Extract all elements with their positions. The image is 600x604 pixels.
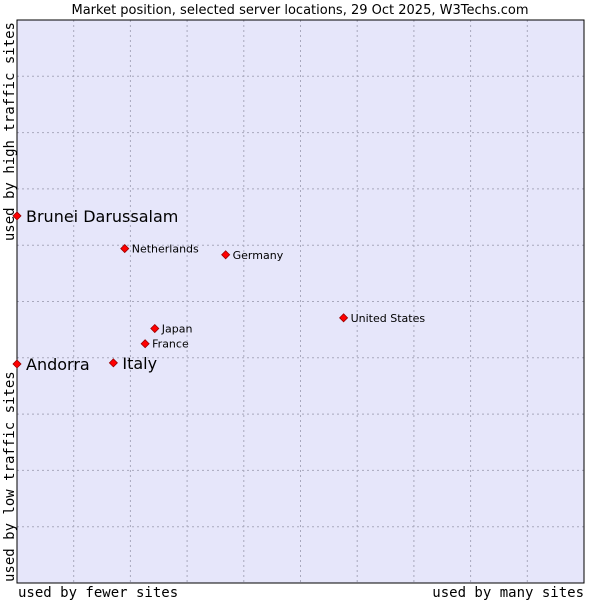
data-point-japan: Japan [150,323,193,336]
point-marker-germany [221,250,231,260]
data-points: Brunei Darussalam Netherlands Germany Unite… [12,207,426,374]
point-marker-italy [108,358,118,368]
point-marker-france [140,339,150,349]
point-label-united-states: United States [351,312,426,325]
x-axis-label-left: used by fewer sites [18,585,178,600]
point-marker-netherlands [120,244,130,254]
point-marker-japan [150,323,160,334]
data-point-brunei-darussalam: Brunei Darussalam [12,207,178,226]
data-point-france: France [140,338,189,351]
plot-border [16,19,585,584]
point-label-andorra: Andorra [26,355,90,374]
grid-lines [17,20,584,583]
data-point-italy: Italy [108,354,157,373]
point-label-japan: Japan [161,323,193,336]
y-axis-label-bottom: used by low traffic sites [2,371,18,582]
data-point-netherlands: Netherlands [120,243,199,256]
point-label-germany: Germany [233,249,284,262]
point-label-netherlands: Netherlands [132,243,199,256]
data-point-united-states: United States [339,312,426,325]
point-marker-andorra [12,359,22,369]
data-point-germany: Germany [221,249,284,262]
point-label-brunei-darussalam: Brunei Darussalam [26,207,178,226]
point-marker-united-states [339,313,349,323]
point-label-italy: Italy [122,354,157,373]
point-marker-brunei-darussalam [12,211,22,221]
point-label-france: France [152,338,189,351]
x-axis-label-right: used by many sites [432,585,584,600]
chart-title: Market position, selected server locatio… [71,3,528,18]
y-axis-label-top: used by high traffic sites [2,22,18,241]
data-point-andorra: Andorra [12,355,90,374]
